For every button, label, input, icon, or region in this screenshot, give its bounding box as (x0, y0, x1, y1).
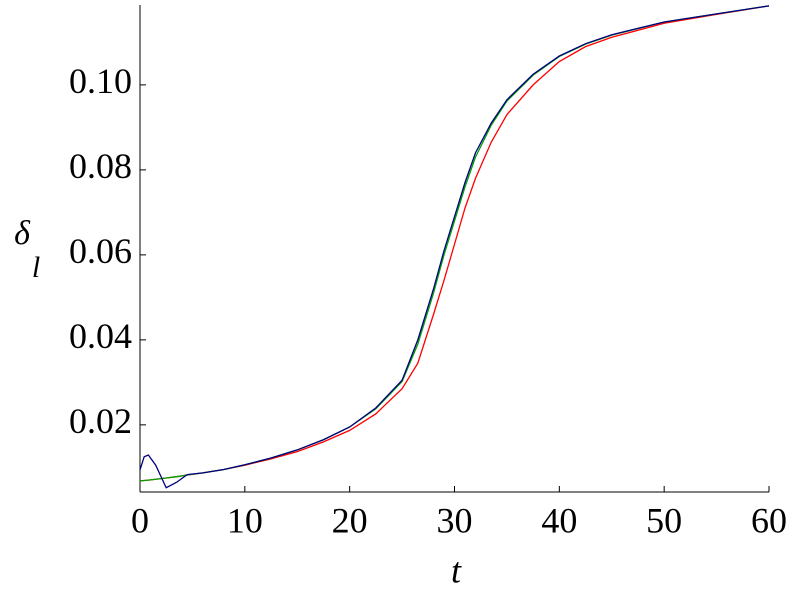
x-tick-label: 30 (437, 500, 473, 540)
y-axis-label-subscript: l (32, 251, 40, 284)
x-tick-label: 10 (227, 500, 263, 540)
x-tick-label: 40 (541, 500, 577, 540)
x-tick-label: 20 (332, 500, 368, 540)
y-tick-label: 0.10 (69, 61, 132, 101)
x-axis-label: t (451, 550, 462, 590)
y-tick-label: 0.08 (69, 146, 132, 186)
x-tick-label: 0 (131, 500, 149, 540)
x-tick-label: 50 (646, 500, 682, 540)
y-axis-label: δ (14, 215, 31, 252)
y-tick-label: 0.04 (69, 316, 132, 356)
data-line (139, 5, 770, 482)
data-line (139, 5, 770, 489)
y-tick-label: 0.02 (69, 401, 132, 441)
x-tick-label: 60 (751, 500, 787, 540)
y-tick-label: 0.06 (69, 231, 132, 271)
